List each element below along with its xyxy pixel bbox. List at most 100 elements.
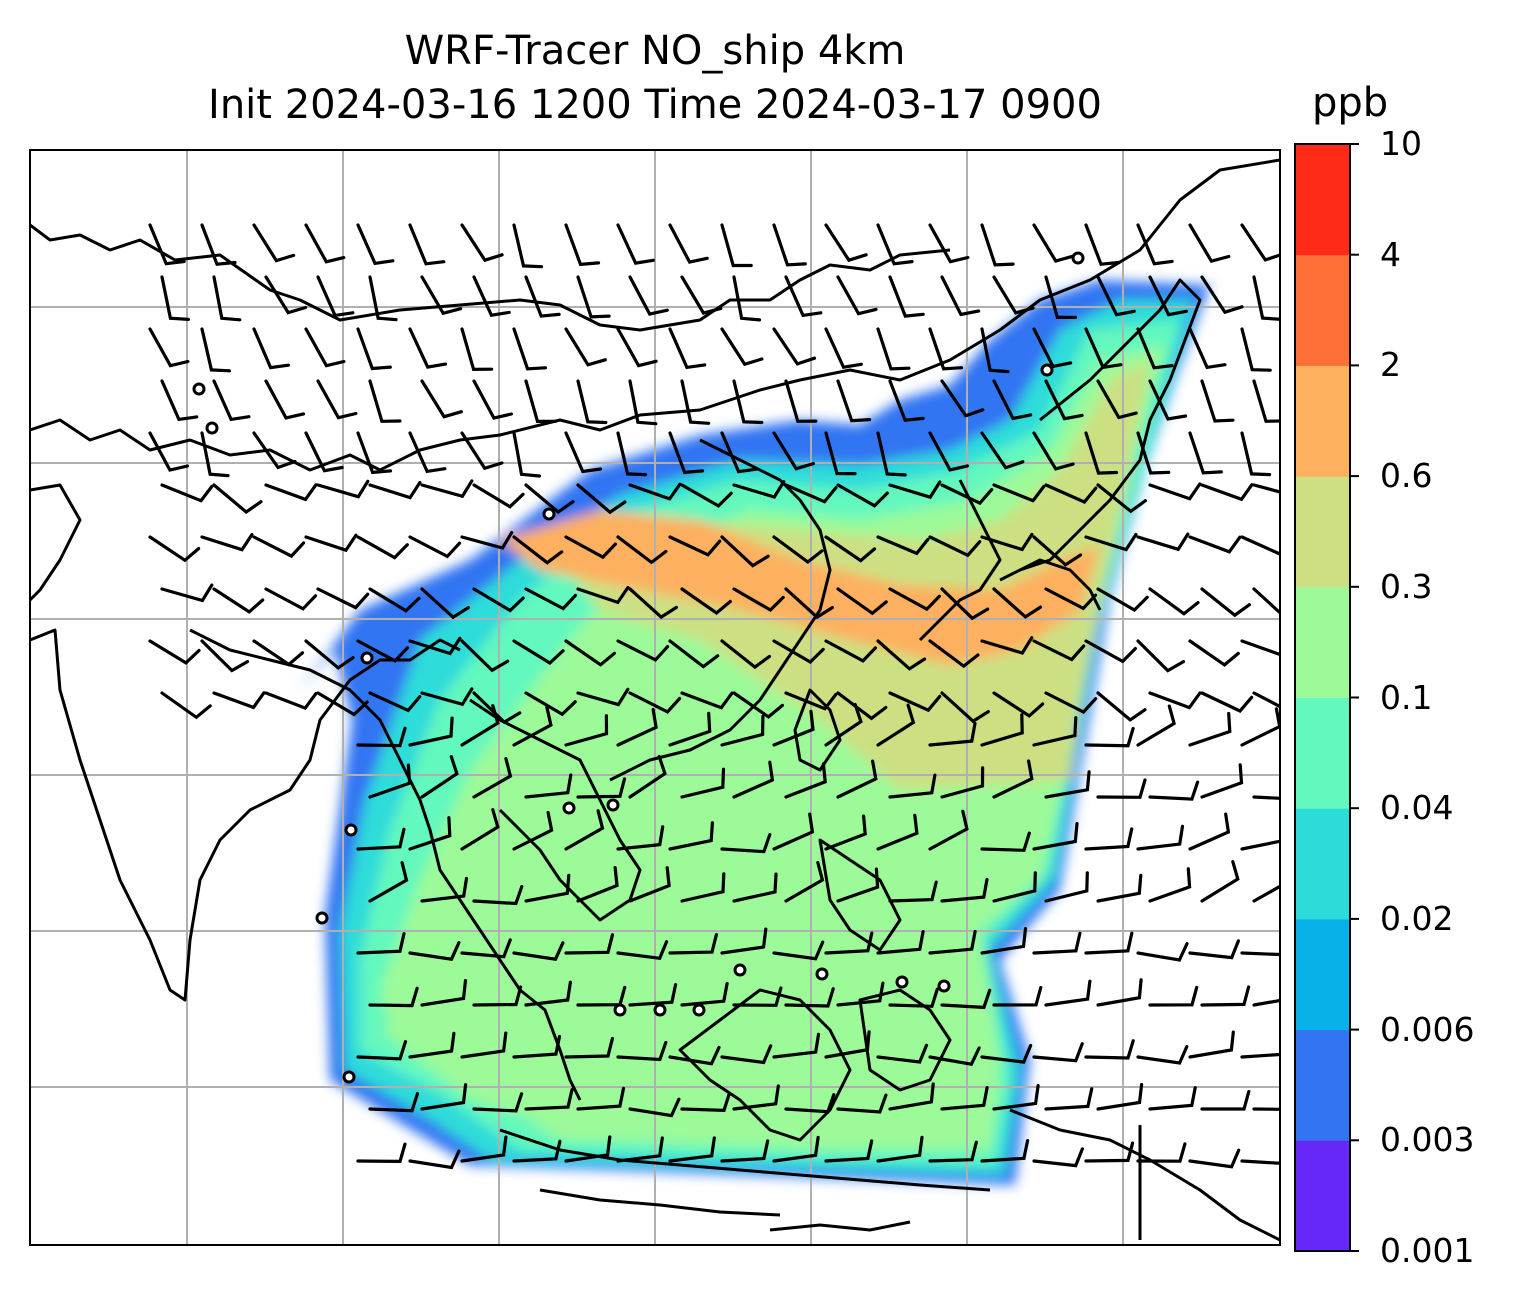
- wind-barb: [836, 691, 888, 721]
- wind-barb: [1188, 1148, 1241, 1169]
- wind-barb: [1136, 1045, 1189, 1065]
- wind-barb: [720, 927, 768, 955]
- wind-barb: [408, 1031, 456, 1059]
- wind-barb: [408, 327, 448, 369]
- wind-barb: [824, 639, 877, 663]
- wind-barb: [420, 587, 470, 620]
- wind-barb: [992, 1084, 1040, 1111]
- wind-barb: [668, 431, 705, 475]
- wind-barb: [160, 583, 214, 603]
- wind-barb: [408, 1149, 461, 1170]
- wind-barb: [472, 379, 513, 420]
- wind-barb: [1240, 839, 1280, 851]
- wind-barb: [772, 431, 815, 471]
- wind-barb: [784, 587, 834, 620]
- wind-barb: [356, 726, 407, 748]
- wind-barb: [512, 1034, 562, 1059]
- wind-barb: [980, 927, 1028, 955]
- wind-barb: [784, 691, 838, 711]
- wind-barb: [1240, 327, 1272, 372]
- wind-barb: [408, 716, 454, 747]
- wind-barb: [160, 483, 214, 503]
- wind-barb: [316, 691, 369, 717]
- wind-barb: [928, 639, 980, 669]
- wind-barb: [824, 223, 868, 263]
- wind-barb: [772, 327, 817, 366]
- wind-barb: [1084, 431, 1119, 475]
- wind-barb: [472, 587, 525, 613]
- wind-barb: [1084, 639, 1137, 664]
- wind-barb: [876, 327, 911, 371]
- wind-barb: [668, 1045, 721, 1066]
- wind-barb: [668, 1136, 716, 1163]
- wind-barb: [1032, 327, 1073, 369]
- wind-barb: [888, 880, 938, 903]
- wind-barb: [1032, 931, 1082, 955]
- tracer-band-0.3-south: [380, 1000, 1000, 1150]
- wind-barb: [160, 275, 190, 321]
- wind-barb: [732, 760, 775, 799]
- wind-barb: [732, 275, 762, 322]
- wind-barb: [616, 431, 648, 477]
- wind-barb: [1084, 726, 1135, 748]
- wind-barb: [524, 483, 575, 515]
- wind-barb: [732, 691, 784, 719]
- wind-barb: [1252, 379, 1280, 423]
- wind-barb: [420, 755, 459, 799]
- wind-barb: [1032, 535, 1083, 567]
- wind-barb: [1188, 812, 1231, 851]
- wind-barb: [628, 754, 667, 799]
- wind-barb: [1188, 711, 1232, 747]
- wind-barb: [772, 1032, 821, 1059]
- wind-barb: [720, 714, 765, 747]
- wind-barb: [512, 810, 554, 851]
- wind-barb: [1044, 587, 1098, 611]
- wind-barb: [264, 275, 308, 315]
- wind-barb: [512, 327, 547, 371]
- wind-barb: [680, 767, 726, 799]
- wind-barb: [616, 327, 658, 368]
- wind-barb: [824, 931, 874, 955]
- wind-barb: [928, 929, 977, 955]
- wind-barb: [836, 587, 888, 616]
- wind-barb: [680, 981, 729, 1007]
- wind-barb: [1200, 985, 1251, 1007]
- wind-barb: [888, 480, 942, 500]
- wind-barb: [928, 1140, 978, 1163]
- wind-barb: [940, 988, 992, 1010]
- wind-barb: [1136, 431, 1171, 475]
- wind-barb: [460, 531, 514, 550]
- wind-barb: [1188, 223, 1231, 264]
- wind-barb: [836, 1093, 888, 1114]
- wind-barb: [1148, 867, 1192, 903]
- wind-barb: [784, 987, 835, 1008]
- colorbar-tick-label: 4: [1380, 234, 1401, 274]
- wind-barb: [356, 431, 393, 475]
- wind-barb: [720, 223, 753, 268]
- wind-barb: [928, 431, 970, 472]
- wind-barb: [512, 223, 544, 269]
- wind-barb: [616, 639, 670, 662]
- wind-barb: [1044, 871, 1089, 903]
- wind-barb: [1032, 639, 1086, 662]
- wind-barb: [148, 431, 190, 472]
- wind-barb: [928, 327, 964, 371]
- wind-barb: [368, 275, 398, 322]
- wind-barb: [876, 1043, 929, 1064]
- wind-barb: [784, 1093, 836, 1114]
- wind-barb: [836, 275, 878, 316]
- wind-barb: [980, 1139, 1030, 1163]
- wind-barb: [420, 479, 474, 499]
- wind-barb: [576, 777, 627, 799]
- wind-barb: [1188, 535, 1242, 554]
- wind-barb: [680, 691, 734, 710]
- wind-barb: [1188, 327, 1227, 370]
- wind-barb: [732, 872, 778, 903]
- wind-barb: [1136, 223, 1174, 266]
- wind-barb: [264, 483, 318, 502]
- colorbar-tick-label: 0.6: [1380, 456, 1433, 496]
- wind-barb: [668, 223, 709, 264]
- wind-barb: [1252, 884, 1280, 903]
- wind-barb: [368, 587, 421, 613]
- wind-barb: [356, 327, 392, 371]
